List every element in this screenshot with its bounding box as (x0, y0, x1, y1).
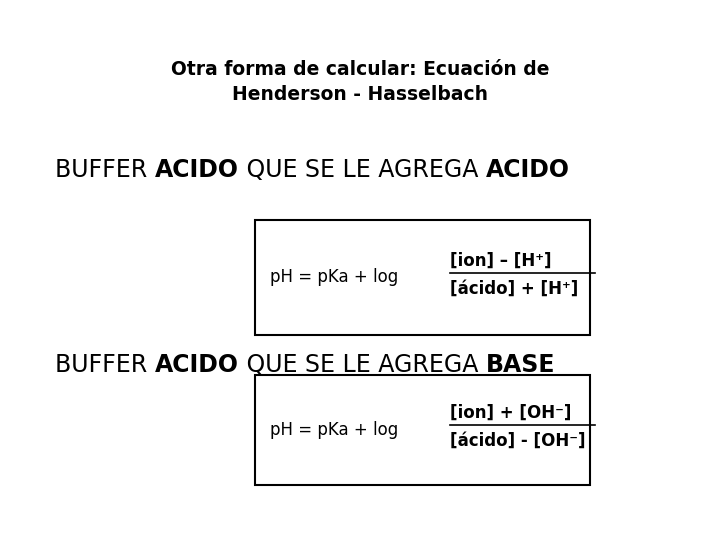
Text: pH = pKa + log: pH = pKa + log (270, 268, 398, 287)
Bar (255, 220, 590, 335)
Text: QUE SE LE AGREGA: QUE SE LE AGREGA (239, 353, 485, 377)
Text: QUE SE LE AGREGA: QUE SE LE AGREGA (239, 158, 485, 182)
Text: [ácido] + [H⁺]: [ácido] + [H⁺] (450, 280, 578, 298)
Bar (255, 375, 590, 485)
Text: BASE: BASE (485, 353, 555, 377)
Text: [ácido] - [OH⁻]: [ácido] - [OH⁻] (450, 432, 585, 450)
Text: ACIDO: ACIDO (155, 158, 239, 182)
Text: [ion] – [H⁺]: [ion] – [H⁺] (450, 252, 552, 269)
Text: ACIDO: ACIDO (485, 158, 570, 182)
Text: BUFFER: BUFFER (55, 353, 155, 377)
Text: BUFFER: BUFFER (55, 158, 155, 182)
Text: pH = pKa + log: pH = pKa + log (270, 421, 398, 439)
Text: ACIDO: ACIDO (155, 353, 239, 377)
Text: [ion] + [OH⁻]: [ion] + [OH⁻] (450, 404, 572, 422)
Text: Otra forma de calcular: Ecuación de
Henderson - Hasselbach: Otra forma de calcular: Ecuación de Hend… (171, 60, 549, 104)
